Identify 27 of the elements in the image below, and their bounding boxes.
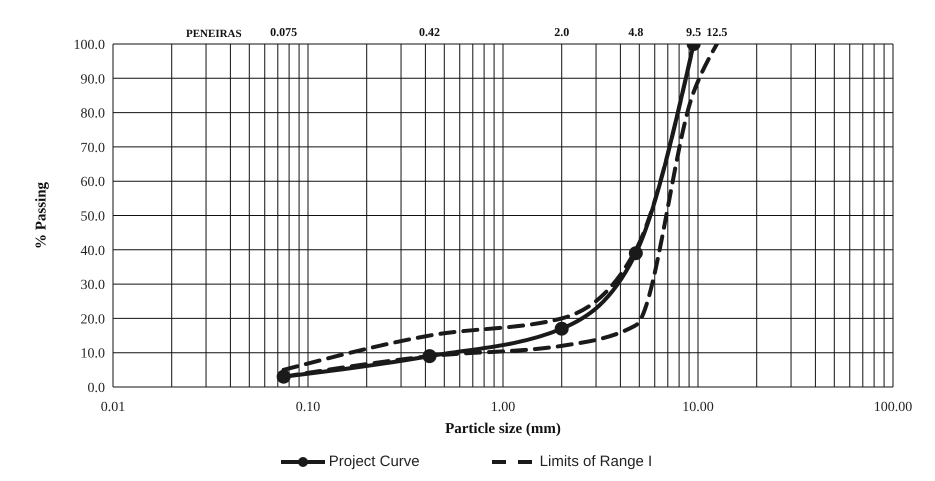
- text: PENEIRAS: [186, 28, 242, 40]
- y-tick-label: 60.0: [80, 175, 105, 190]
- legend-label: Limits of Range I: [540, 453, 652, 470]
- x-tick-label: 10.00: [682, 400, 714, 415]
- y-tick-label: 80.0: [80, 106, 105, 122]
- y-tick-label: 100.0: [74, 38, 105, 53]
- y-tick-label: 40.0: [80, 244, 105, 259]
- x-tick-label: 100.00: [874, 400, 912, 415]
- text: 0.075: [270, 25, 298, 39]
- text: 4.8: [628, 25, 644, 39]
- y-tick-label: 70.0: [80, 140, 105, 156]
- y-tick-label: 10.0: [80, 346, 105, 362]
- y-tick-label: 20.0: [80, 312, 105, 328]
- x-tick-label: 0.10: [296, 400, 320, 415]
- y-tick-label: 50.0: [80, 210, 105, 224]
- text: 9.5: [686, 25, 702, 39]
- legend-label: Project Curve: [328, 453, 420, 470]
- y-tick-label: 90.0: [80, 72, 105, 88]
- text: 2.0: [554, 25, 570, 39]
- text: 0.42: [419, 25, 440, 39]
- x-tick-label: 1.00: [490, 400, 516, 415]
- x-axis-title: Particle size (mm): [445, 421, 561, 437]
- y-axis-title: % Passing: [33, 181, 50, 250]
- text: 12.5: [706, 25, 728, 39]
- x-tick-label: 0.01: [100, 400, 126, 415]
- y-tick-label: 0.0: [88, 381, 105, 396]
- y-tick-label: 30.0: [80, 278, 105, 294]
